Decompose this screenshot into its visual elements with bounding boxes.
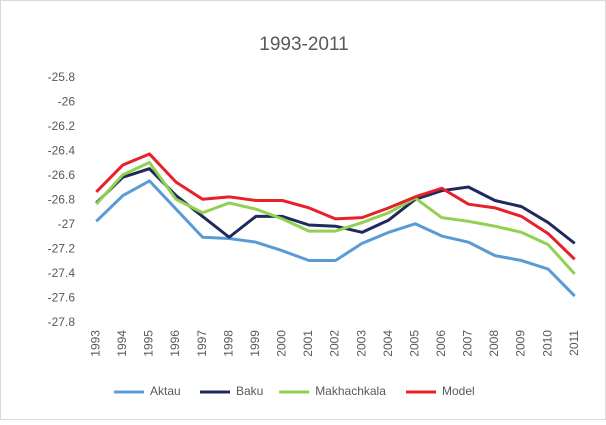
y-tick-label: -25.8 — [48, 70, 76, 84]
x-tick-label: 1997 — [195, 330, 209, 357]
legend-label: Makhachkala — [315, 384, 386, 398]
x-tick-label: 2003 — [354, 330, 368, 357]
series-line — [95, 179, 576, 298]
y-tick-label: -26.2 — [48, 119, 76, 133]
legend-label: Aktau — [150, 384, 181, 398]
series-line — [95, 152, 576, 261]
x-tick-label: 2005 — [407, 330, 421, 357]
x-tick-label: 2011 — [567, 330, 581, 356]
x-tick-label: 2000 — [275, 330, 289, 357]
x-tick-label: 1998 — [221, 330, 235, 357]
legend-label: Model — [442, 384, 475, 398]
legend-label: Baku — [236, 384, 263, 398]
x-tick-label: 2009 — [514, 330, 528, 357]
x-tick-label: 1993 — [88, 330, 102, 357]
x-tick-label: 1999 — [248, 330, 262, 357]
y-tick-label: -27.2 — [48, 242, 76, 256]
y-tick-label: -27.8 — [48, 315, 76, 329]
x-tick-label: 2004 — [381, 330, 395, 357]
series-line — [95, 161, 576, 276]
x-tick-label: 1994 — [115, 330, 129, 357]
x-tick-label: 2007 — [461, 330, 475, 357]
x-tick-label: 2008 — [487, 330, 501, 357]
x-tick-label: 1995 — [142, 330, 156, 357]
y-tick-label: -27 — [58, 217, 76, 231]
x-tick-label: 2001 — [301, 330, 315, 357]
x-tick-label: 1996 — [168, 330, 182, 357]
x-tick-label: 2010 — [540, 330, 554, 357]
chart-title: 1993-2011 — [259, 34, 348, 55]
y-tick-label: -26.4 — [48, 144, 76, 158]
y-tick-label: -26.8 — [48, 193, 76, 207]
x-tick-label: 2002 — [328, 330, 342, 357]
y-tick-label: -27.6 — [48, 291, 76, 305]
y-tick-label: -27.4 — [48, 266, 76, 280]
x-tick-label: 2006 — [434, 330, 448, 357]
y-tick-label: -26 — [58, 95, 76, 109]
series-line — [95, 167, 576, 245]
y-tick-label: -26.6 — [48, 168, 76, 182]
